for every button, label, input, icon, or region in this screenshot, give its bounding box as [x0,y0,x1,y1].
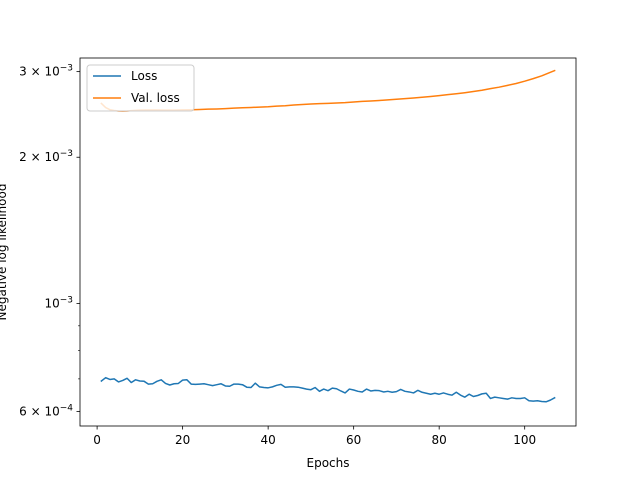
x-tick-label: 20 [175,433,190,447]
y-axis: 6 × 10−4 10−3 2 × 10−3 3 × 10−3 [19,64,80,418]
x-axis-label: Epochs [307,456,350,470]
y-axis-label: Negative log likelihood [0,184,9,321]
series-line-1 [100,376,556,403]
x-tick-label: 100 [513,433,536,447]
y-tick-label: 6 × 10−4 [19,403,73,418]
y-tick-label: 3 × 10−3 [19,64,73,79]
legend-entry-label: Val. loss [131,91,180,105]
x-tick-label: 80 [432,433,447,447]
legend: Loss Val. loss [86,64,195,112]
x-tick-label: 0 [93,433,101,447]
legend-entry-label: Loss [131,69,157,83]
x-tick-label: 60 [346,433,361,447]
x-axis: 0 20 40 60 80 100 [93,426,536,447]
y-tick-label: 10−3 [44,296,73,311]
plot-frame [79,57,577,427]
x-tick-label: 40 [260,433,275,447]
y-tick-label: 2 × 10−3 [19,149,73,164]
